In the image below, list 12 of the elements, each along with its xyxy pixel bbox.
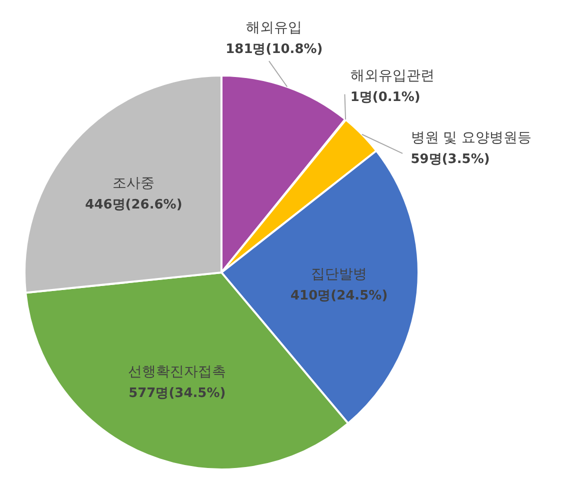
slice-label: 조사중 [112,175,155,192]
data-label: 59명(3.5%) [410,152,490,167]
slice-label: 집단발병 [311,266,368,283]
slice-label: 병원 및 요양병원등 [410,130,532,146]
slice-label: 선행확진자접촉 [128,364,226,380]
data-label: 446명(26.6%) [85,197,182,212]
data-label: 577명(34.5%) [128,386,226,402]
slice-label: 해외유입관련 [350,68,434,84]
data-label: 181명(10.8%) [226,42,323,58]
data-label: 1명(0.1%) [350,90,420,106]
slice-label: 해외유입 [246,20,302,36]
data-label: 410명(24.5%) [290,288,388,304]
